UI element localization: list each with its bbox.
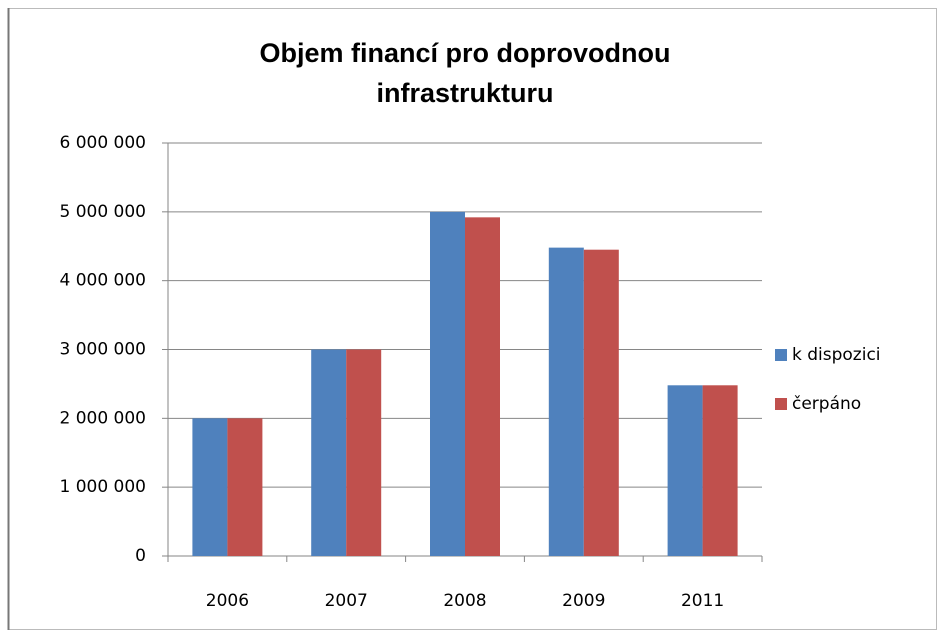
bar — [227, 418, 263, 556]
bar — [192, 418, 228, 556]
bar — [702, 385, 738, 556]
y-tick-label: 5 000 000 — [59, 202, 146, 222]
bar — [311, 349, 347, 556]
legend-swatch — [775, 398, 787, 410]
bar — [346, 349, 382, 556]
x-tick-label: 2006 — [206, 591, 249, 611]
chart-title: infrastrukturu — [376, 78, 553, 108]
x-tick-label: 2009 — [562, 591, 605, 611]
bar — [548, 247, 584, 557]
bar — [430, 211, 465, 557]
chart-title: Objem financí pro doprovodnou — [260, 38, 671, 68]
y-tick-label: 2 000 000 — [59, 408, 146, 428]
y-tick-label: 6 000 000 — [59, 133, 146, 153]
x-tick-label: 2007 — [325, 591, 368, 611]
y-tick-label: 1 000 000 — [59, 477, 146, 497]
legend-swatch — [775, 349, 787, 361]
y-tick-label: 3 000 000 — [59, 340, 146, 360]
y-tick-label: 4 000 000 — [59, 271, 146, 291]
bar — [583, 249, 619, 557]
x-tick-label: 2011 — [681, 591, 724, 611]
y-tick-label: 0 — [135, 546, 146, 566]
legend-label: čerpáno — [792, 394, 861, 414]
x-tick-label: 2008 — [443, 591, 486, 611]
bar — [465, 217, 500, 556]
bar — [667, 385, 703, 556]
legend-label: k dispozici — [792, 345, 881, 365]
